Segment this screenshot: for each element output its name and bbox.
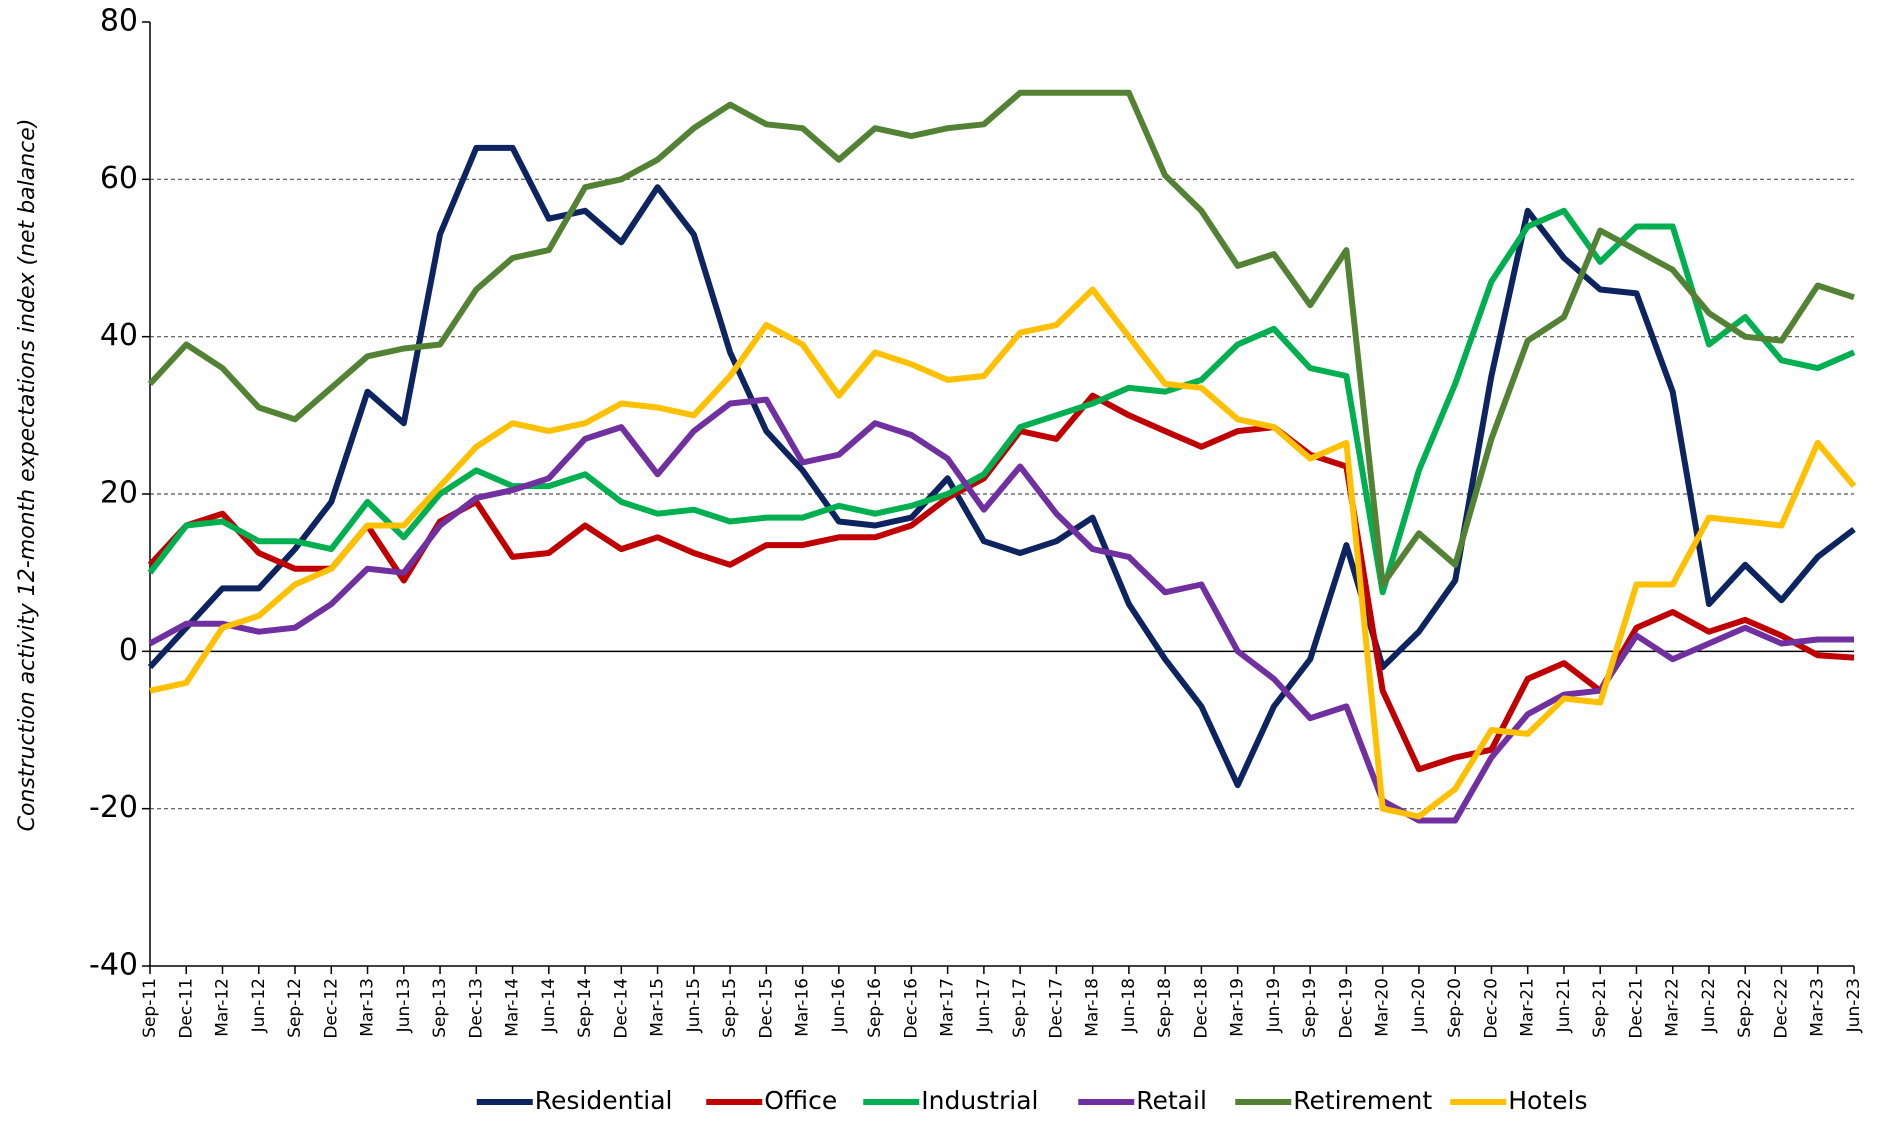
x-tick-label: Sep-12 [285,978,305,1038]
x-tick-label: Sep-15 [720,978,740,1038]
x-tick-label: Jun-17 [974,978,994,1033]
y-axis-title: Construction activity 12-month expectati… [15,119,40,832]
x-tick-label: Dec-16 [901,978,921,1039]
x-tick-label: Jun-14 [539,978,559,1033]
series-line [149,286,1857,820]
y-tick-label: 20 [100,476,138,511]
x-tick-label: Dec-13 [466,978,486,1039]
x-tick-label: Sep-21 [1590,978,1610,1038]
x-tick-label: Mar-18 [1083,978,1103,1037]
x-tick-label: Sep-11 [140,978,160,1038]
y-tick-label: -20 [89,790,138,825]
x-tick-label: Jun-16 [829,978,849,1033]
x-tick-label: Mar-20 [1373,978,1393,1037]
x-tick-label: Jun-21 [1554,978,1574,1033]
x-tick-label: Jun-19 [1264,978,1284,1033]
x-tick-label: Jun-15 [684,978,704,1033]
series-line [147,207,1856,596]
x-tick-label: Dec-22 [1771,978,1791,1039]
x-tick-label: Dec-11 [176,978,196,1039]
x-tick-label: Mar-16 [793,978,813,1037]
x-tick-label: Sep-17 [1010,978,1030,1038]
legend-label: Retirement [1293,1086,1432,1115]
x-tick-label: Mar-21 [1518,978,1538,1037]
legend-label: Retail [1136,1086,1207,1115]
x-tick-label: Sep-16 [865,978,885,1038]
x-tick-label: Dec-20 [1481,978,1501,1039]
x-tick-label: Mar-15 [648,978,668,1037]
x-tick-label: Sep-13 [430,978,450,1038]
x-tick-label: Dec-14 [611,978,631,1039]
y-tick-label: -40 [89,948,138,983]
x-tick-label: Mar-19 [1228,978,1248,1037]
x-tick-label: Dec-21 [1626,978,1646,1039]
x-tick-label: Jun-12 [249,978,269,1033]
x-tick-label: Sep-20 [1445,978,1465,1038]
legend-label: Hotels [1508,1086,1587,1115]
series-line [148,396,1854,824]
x-tick-label: Dec-19 [1336,978,1356,1039]
x-tick-label: Mar-13 [358,978,378,1037]
x-tick-label: Sep-22 [1735,978,1755,1038]
series-line [147,89,1855,588]
y-tick-label: 80 [100,4,138,39]
x-tick-label: Mar-23 [1808,978,1828,1037]
x-tick-label: Sep-14 [575,978,595,1038]
y-tick-label: 60 [100,161,138,196]
legend-label: Industrial [921,1086,1038,1115]
x-tick-label: Mar-12 [213,978,233,1037]
y-tick-label: 40 [100,318,138,353]
x-tick-label: Jun-22 [1699,978,1719,1033]
y-tick-label: 0 [119,633,138,668]
x-tick-label: Mar-22 [1663,978,1683,1037]
x-tick-label: Dec-12 [321,978,341,1039]
x-tick-label: Jun-23 [1844,978,1864,1033]
x-tick-label: Dec-15 [756,978,776,1039]
x-tick-label: Mar-14 [503,978,523,1037]
x-tick-label: Sep-19 [1300,978,1320,1038]
x-tick-label: Dec-18 [1191,978,1211,1039]
x-tick-label: Jun-18 [1119,978,1139,1033]
x-tick-label: Dec-17 [1046,978,1066,1039]
x-tick-label: Sep-18 [1155,978,1175,1038]
series-line [147,144,1856,789]
legend-label: Office [764,1086,837,1115]
legend-label: Residential [535,1086,673,1115]
x-tick-label: Jun-20 [1409,978,1429,1033]
x-tick-label: Jun-13 [394,978,414,1033]
x-tick-label: Mar-17 [938,978,958,1037]
